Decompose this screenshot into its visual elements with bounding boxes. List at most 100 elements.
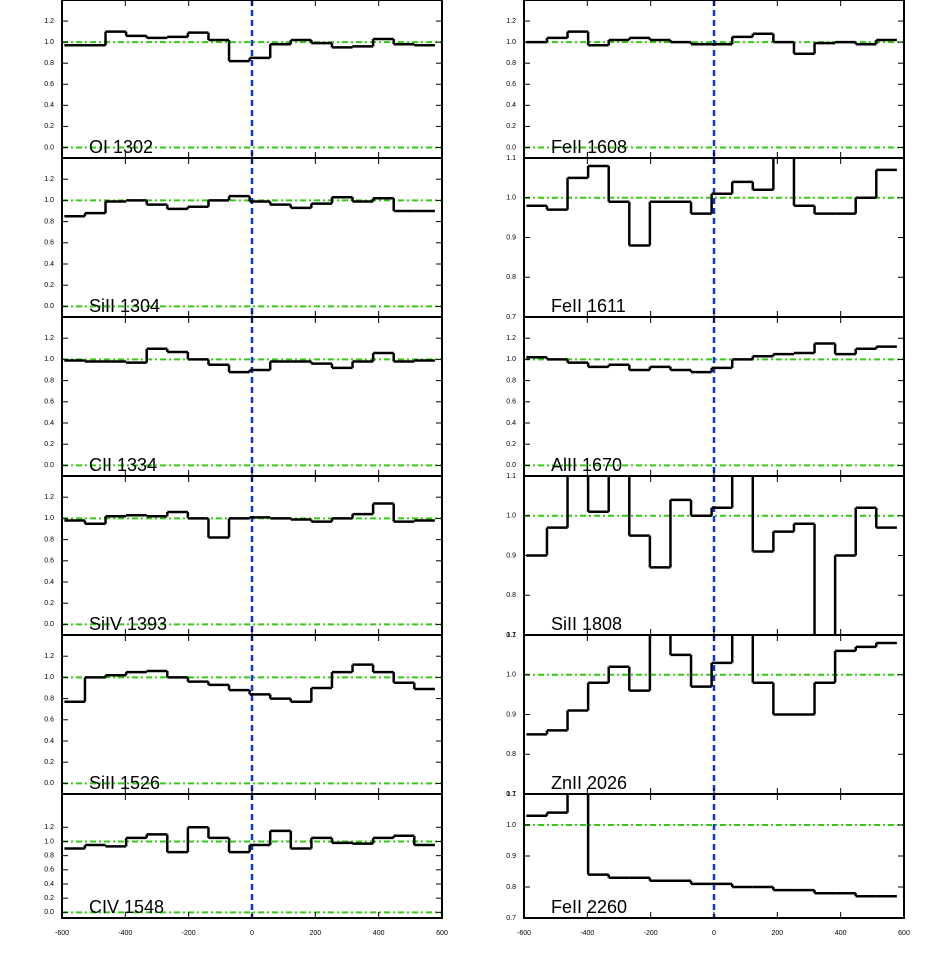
panel-title: SiII 1808: [551, 614, 622, 634]
y-tick-label: 0.8: [44, 377, 54, 384]
y-tick-label: 0.4: [506, 102, 516, 109]
y-tick-label: 0.6: [44, 717, 54, 724]
y-tick-label: 0.2: [44, 600, 54, 607]
panel-title: CIV 1548: [89, 897, 164, 917]
panel-title: FeII 1611: [551, 296, 626, 316]
y-tick-label: 0.2: [506, 441, 516, 448]
y-tick-label: 1.0: [44, 356, 54, 363]
y-tick-label: 0.2: [44, 282, 54, 289]
y-tick-label: 0.2: [44, 895, 54, 902]
y-tick-label: 0.2: [44, 123, 54, 130]
y-tick-label: 0.2: [44, 759, 54, 766]
y-tick-label: 1.0: [44, 515, 54, 522]
y-tick-label: 0.9: [506, 234, 516, 241]
y-tick-label: 1.2: [44, 18, 54, 25]
x-tick-label: -600: [55, 930, 69, 937]
plot-area: [62, 317, 442, 476]
x-tick-label: -600: [517, 930, 531, 937]
y-tick-label: 0.8: [506, 377, 516, 384]
plot-area: [62, 635, 442, 794]
plot-area: [524, 317, 904, 476]
y-tick-label: 0.8: [44, 852, 54, 859]
y-tick-label: 0.8: [44, 695, 54, 702]
y-tick-label: 0.4: [44, 738, 54, 745]
panel: 0.7 0.8 0.9 1.0 1.1 -600 -400 -200 0 200 400 600 FeI…: [506, 791, 910, 937]
plot-area: [524, 635, 904, 794]
y-tick-label: 1.2: [44, 653, 54, 660]
y-tick-label: 0.0: [506, 462, 516, 469]
y-tick-label: 1.0: [506, 513, 516, 520]
y-tick-label: 1.0: [44, 197, 54, 204]
y-tick-label: 0.2: [44, 441, 54, 448]
panel-title: SiII 1526: [89, 773, 160, 793]
y-tick-label: 0.8: [506, 884, 516, 891]
plot-area: [62, 794, 442, 918]
y-tick-label: 0.6: [506, 399, 516, 406]
y-tick-label: 0.7: [506, 791, 516, 798]
x-tick-label: 200: [771, 930, 783, 937]
x-tick-label: -400: [580, 930, 594, 937]
y-tick-label: 1.0: [506, 822, 516, 829]
panel-title: SiII 1304: [89, 296, 160, 316]
plot-area: [524, 794, 904, 918]
x-tick-label: 0: [250, 930, 254, 937]
panel-title: FeII 1608: [551, 137, 627, 157]
y-tick-label: 0.6: [44, 399, 54, 406]
y-tick-label: 1.1: [506, 155, 516, 162]
y-tick-label: 1.0: [506, 39, 516, 46]
panel: 0.0 0.2 0.4 0.6 0.8 1.0 1.2 FeII 1608: [506, 0, 905, 159]
y-tick-label: 0.0: [44, 909, 54, 916]
x-tick-label: 600: [436, 930, 448, 937]
panel: 0.0 0.2 0.4 0.6 0.8 1.0 1.2 AlII 1670: [506, 316, 905, 477]
panel-title: SiIV 1393: [89, 614, 167, 634]
y-tick-label: 0.8: [44, 218, 54, 225]
y-tick-label: 1.2: [506, 335, 516, 342]
panel: 0.0 0.2 0.4 0.6 0.8 1.0 1.2 SiII 1304: [44, 157, 443, 318]
y-tick-label: 0.0: [44, 780, 54, 787]
y-tick-label: 1.0: [506, 356, 516, 363]
y-tick-label: 0.8: [44, 536, 54, 543]
x-tick-label: 600: [898, 930, 910, 937]
y-tick-label: 1.0: [44, 39, 54, 46]
y-tick-label: 0.8: [44, 60, 54, 67]
y-tick-label: 0.8: [506, 60, 516, 67]
panel: 0.0 0.2 0.4 0.6 0.8 1.0 1.2 OI 1302: [44, 0, 443, 159]
y-tick-label: 1.2: [44, 494, 54, 501]
y-tick-label: 1.1: [506, 473, 516, 480]
y-tick-label: 0.7: [506, 915, 516, 922]
y-tick-label: 0.4: [506, 420, 516, 427]
y-tick-label: 0.0: [44, 303, 54, 310]
y-tick-label: 0.0: [44, 621, 54, 628]
panel-title: FeII 2260: [551, 897, 627, 917]
x-tick-label: -400: [118, 930, 132, 937]
y-tick-label: 0.6: [44, 867, 54, 874]
y-tick-label: 0.0: [44, 144, 54, 151]
y-tick-label: 1.1: [506, 632, 516, 639]
y-tick-label: 0.7: [506, 632, 516, 639]
y-tick-label: 0.4: [44, 102, 54, 109]
y-tick-label: 1.0: [506, 195, 516, 202]
x-tick-label: 400: [373, 930, 385, 937]
y-tick-label: 1.2: [44, 176, 54, 183]
y-tick-label: 0.4: [44, 420, 54, 427]
y-tick-label: 0.6: [44, 240, 54, 247]
y-tick-label: 1.0: [44, 674, 54, 681]
y-tick-label: 0.0: [506, 144, 516, 151]
y-tick-label: 1.2: [506, 18, 516, 25]
plot-area: [62, 476, 442, 635]
panel-title: ZnII 2026: [551, 773, 627, 793]
y-tick-label: 0.4: [44, 261, 54, 268]
y-tick-label: 1.1: [506, 791, 516, 798]
y-tick-label: 0.7: [506, 314, 516, 321]
y-tick-label: 0.9: [506, 711, 516, 718]
panel: 0.0 0.2 0.4 0.6 0.8 1.0 1.2 -600 -400 -200 0 200 400…: [44, 793, 448, 937]
panel: 0.7 0.8 0.9 1.0 1.1 ZnII 2026: [506, 632, 905, 798]
panel-title: AlII 1670: [551, 455, 622, 475]
panel: 0.0 0.2 0.4 0.6 0.8 1.0 1.2 CII 1334: [44, 316, 443, 477]
plot-area: [62, 0, 442, 158]
panel: 0.0 0.2 0.4 0.6 0.8 1.0 1.2 SiII 1526: [44, 634, 443, 795]
y-tick-label: 0.6: [506, 81, 516, 88]
panel: 0.0 0.2 0.4 0.6 0.8 1.0 1.2 SiIV 1393: [44, 475, 443, 636]
y-tick-label: 0.9: [506, 552, 516, 559]
